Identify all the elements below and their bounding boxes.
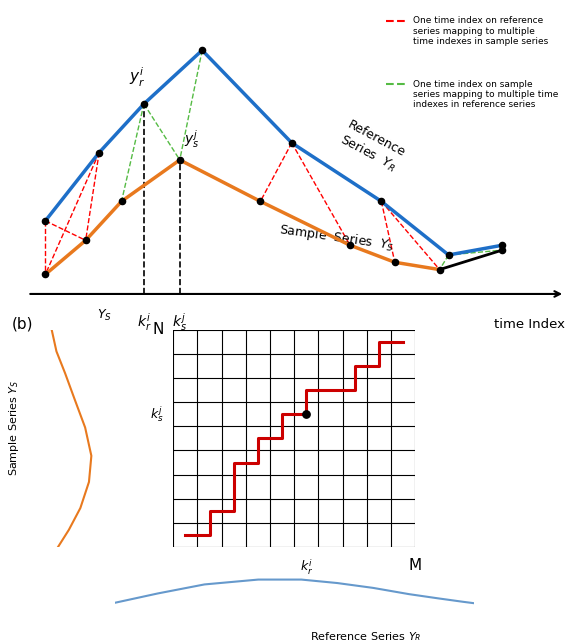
Point <box>139 99 149 109</box>
Text: One time index on reference
series mapping to multiple
time indexes in sample se: One time index on reference series mappi… <box>413 16 548 46</box>
Point <box>498 240 507 250</box>
Text: Sample  Series  $Y_S$: Sample Series $Y_S$ <box>278 221 395 254</box>
Point <box>444 250 453 260</box>
Point <box>117 196 126 207</box>
Text: time Index: time Index <box>494 318 565 332</box>
Point <box>175 155 184 165</box>
Text: M: M <box>409 558 422 573</box>
Point <box>377 196 386 207</box>
Point <box>435 264 444 275</box>
Text: $k_r^i$: $k_r^i$ <box>300 558 313 577</box>
Text: N: N <box>152 322 164 337</box>
Point <box>95 147 104 157</box>
Point <box>346 240 355 250</box>
Text: $y_s^j$: $y_s^j$ <box>184 128 200 150</box>
Point <box>302 409 311 419</box>
Point <box>498 245 507 255</box>
Text: $k_s^j$: $k_s^j$ <box>172 311 187 333</box>
Text: $k_r^i$: $k_r^i$ <box>137 311 151 333</box>
Point <box>41 269 50 280</box>
Text: Sample Series $Y_S$: Sample Series $Y_S$ <box>7 380 21 476</box>
Text: $k_s^j$: $k_s^j$ <box>150 404 164 424</box>
Text: One time index on sample
series mapping to multiple time
indexes in reference se: One time index on sample series mapping … <box>413 79 558 109</box>
Point <box>197 45 207 56</box>
Text: $Y_S$: $Y_S$ <box>97 308 112 323</box>
Point <box>287 138 296 148</box>
Text: $y_r^i$: $y_r^i$ <box>129 66 145 89</box>
Text: Reference Series $Y_R$: Reference Series $Y_R$ <box>310 630 422 640</box>
Text: (b): (b) <box>11 317 33 332</box>
Point <box>41 216 50 226</box>
Point <box>256 196 265 207</box>
Text: Reference
Series  $Y_R$: Reference Series $Y_R$ <box>336 118 408 176</box>
Point <box>81 236 90 246</box>
Point <box>390 257 400 268</box>
